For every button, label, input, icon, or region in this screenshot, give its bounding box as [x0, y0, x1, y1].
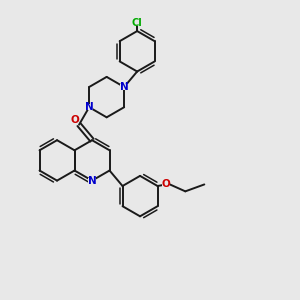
- Text: O: O: [162, 179, 171, 189]
- FancyBboxPatch shape: [88, 178, 97, 184]
- FancyBboxPatch shape: [120, 84, 128, 90]
- Text: O: O: [70, 115, 79, 125]
- FancyBboxPatch shape: [162, 182, 170, 188]
- FancyBboxPatch shape: [85, 104, 93, 110]
- Text: N: N: [88, 176, 96, 186]
- Text: N: N: [120, 82, 128, 92]
- Text: N: N: [85, 102, 94, 112]
- Text: Cl: Cl: [132, 18, 142, 28]
- FancyBboxPatch shape: [71, 117, 79, 123]
- FancyBboxPatch shape: [132, 20, 142, 26]
